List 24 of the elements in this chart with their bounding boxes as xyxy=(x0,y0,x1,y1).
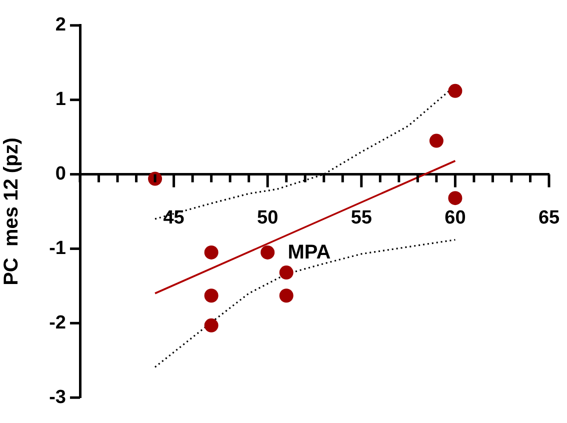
point xyxy=(204,318,218,332)
y-axis-title: PC mes 12 (pz) xyxy=(0,138,23,286)
point xyxy=(448,191,462,206)
x-tick-label: 55 xyxy=(350,208,372,229)
line-series xyxy=(154,238,456,368)
point xyxy=(148,172,162,186)
y-tick-label: -2 xyxy=(49,312,66,334)
point xyxy=(260,245,275,260)
y-tick-label: -1 xyxy=(49,238,66,259)
point xyxy=(204,245,218,260)
x-tick-label: 60 xyxy=(444,208,466,229)
y-tick-label: 0 xyxy=(55,164,66,185)
point xyxy=(448,84,462,98)
y-tick-label: -3 xyxy=(49,386,66,408)
point xyxy=(279,266,294,280)
point xyxy=(279,288,294,303)
x-tick-label: 65 xyxy=(538,208,560,229)
annotation: MPA xyxy=(288,242,331,264)
y-tick-label: 1 xyxy=(55,89,66,110)
x-tick-label: 50 xyxy=(257,208,278,229)
point xyxy=(429,134,444,148)
point xyxy=(204,288,218,303)
y-tick-label: 2 xyxy=(55,14,66,36)
x-tick-label: 45 xyxy=(163,208,185,229)
